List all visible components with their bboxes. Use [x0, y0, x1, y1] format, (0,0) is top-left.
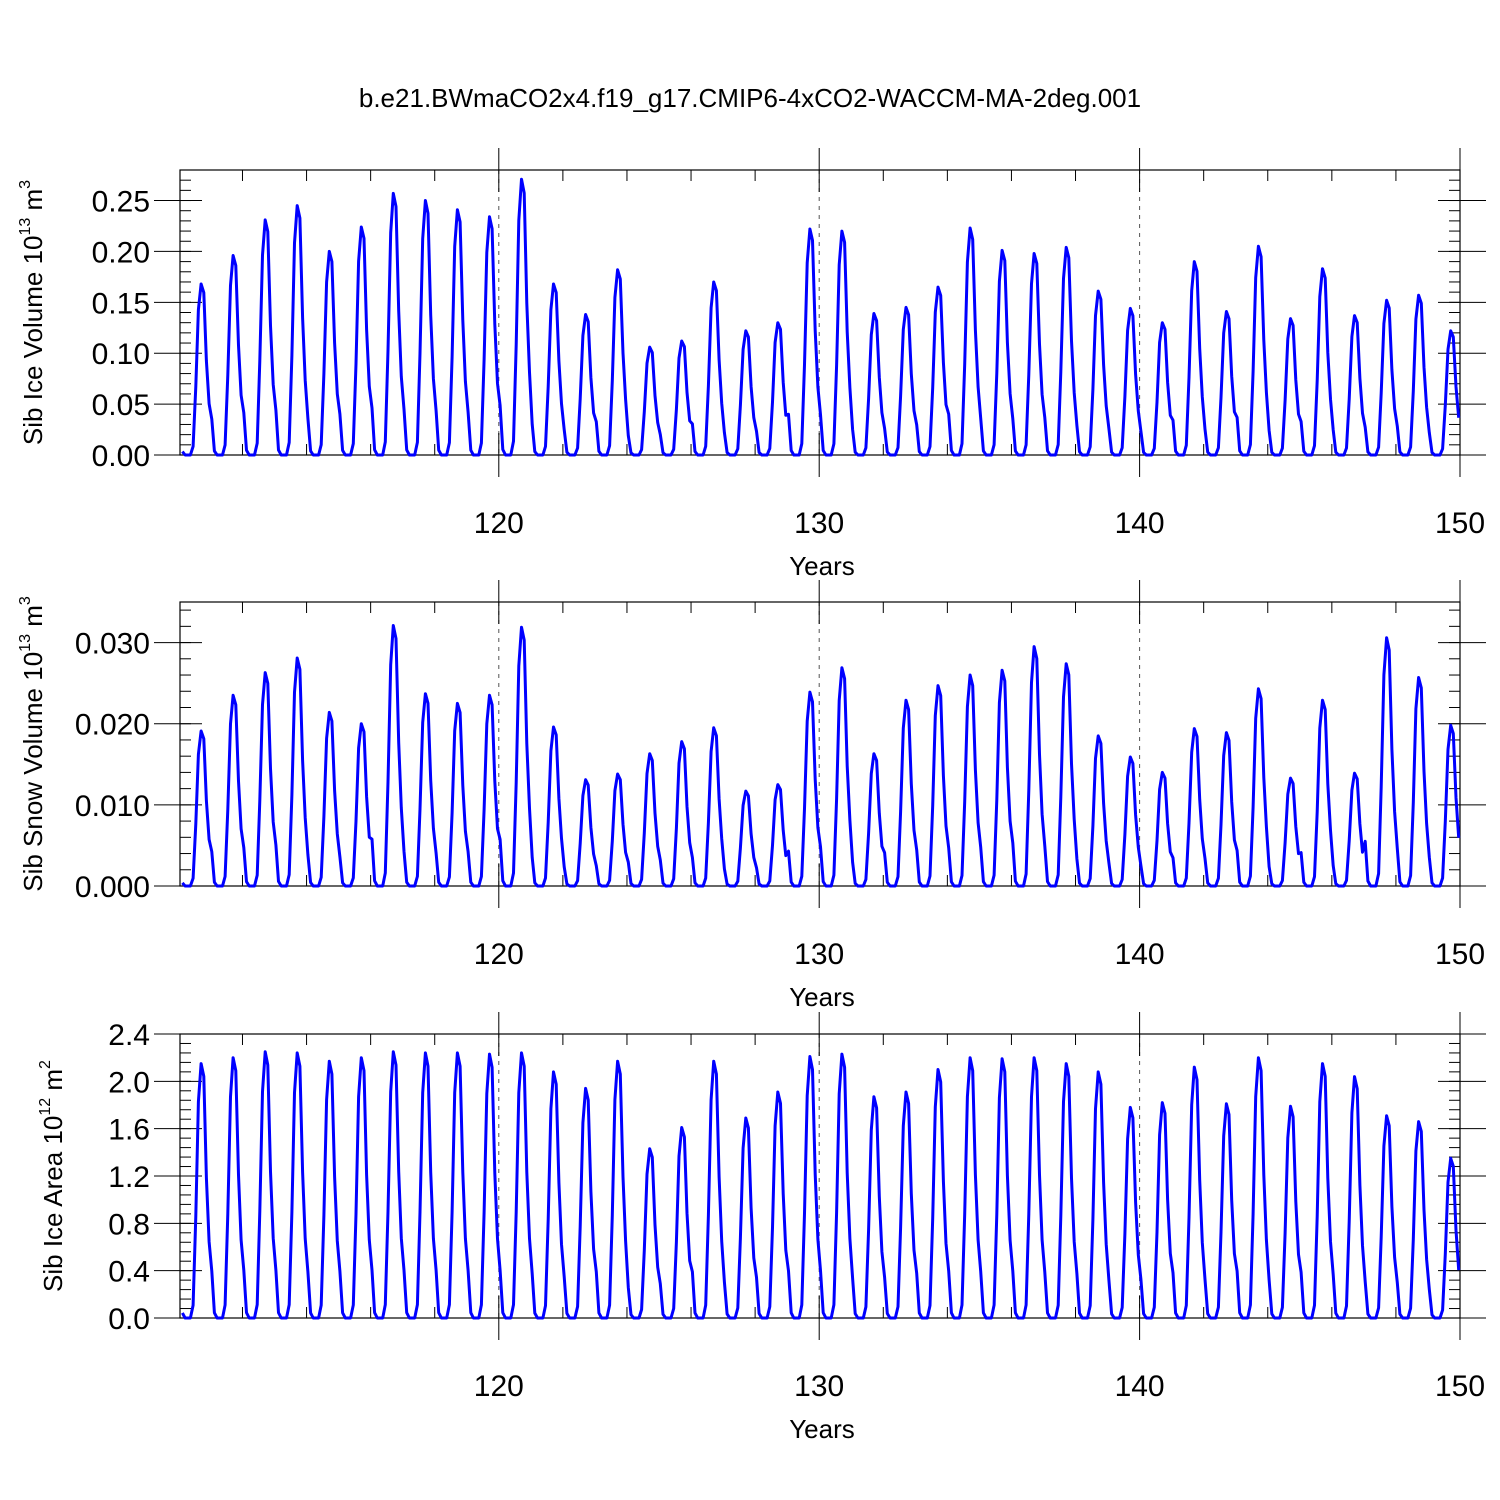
- x-tick-label: 120: [474, 938, 524, 971]
- x-tick-label: 130: [794, 1370, 844, 1403]
- x-tick-label: 140: [1115, 1370, 1165, 1403]
- y-axis-title: Sib Ice Area 1012 m2: [37, 1060, 68, 1292]
- y-tick-label: 0.0: [108, 1303, 150, 1336]
- x-axis-title: Years: [789, 1414, 855, 1444]
- series-line: [181, 177, 1461, 457]
- x-tick-label: 150: [1435, 938, 1485, 971]
- y-tick-label: 2.4: [108, 1019, 150, 1052]
- y-axis-title: Sib Snow Volume 1013 m3: [17, 596, 48, 892]
- plot-frame: [179, 601, 1461, 887]
- x-tick-label: 130: [794, 938, 844, 971]
- y-tick-label: 0.010: [75, 790, 150, 823]
- y-tick-label: 0.4: [108, 1256, 150, 1289]
- y-axis-title: Sib Ice Volume 1013 m3: [17, 180, 48, 445]
- x-tick-label: 120: [474, 507, 524, 540]
- x-axis-title: Years: [789, 551, 855, 581]
- x-tick-label: 140: [1115, 938, 1165, 971]
- x-tick-label: 130: [794, 507, 844, 540]
- chart-title: b.e21.BWmaCO2x4.f19_g17.CMIP6-4xCO2-WACC…: [359, 83, 1141, 113]
- y-tick-label: 0.05: [92, 389, 150, 422]
- series-line: [181, 1050, 1461, 1320]
- y-tick-label: 0.20: [92, 236, 150, 269]
- y-tick-label: 0.030: [75, 628, 150, 661]
- y-tick-label: 1.2: [108, 1161, 150, 1194]
- y-tick-label: 0.8: [108, 1208, 150, 1241]
- y-tick-label: 0.020: [75, 709, 150, 742]
- y-tick-label: 0.25: [92, 186, 150, 219]
- x-axis-title: Years: [789, 982, 855, 1012]
- y-tick-label: 0.10: [92, 338, 150, 371]
- x-tick-label: 150: [1435, 507, 1485, 540]
- y-tick-label: 0.00: [92, 440, 150, 473]
- x-tick-label: 120: [474, 1370, 524, 1403]
- x-tick-label: 140: [1115, 507, 1165, 540]
- y-tick-label: 0.000: [75, 871, 150, 904]
- x-tick-label: 150: [1435, 1370, 1485, 1403]
- y-tick-label: 0.15: [92, 287, 150, 320]
- series-line: [181, 624, 1461, 888]
- y-tick-label: 1.6: [108, 1114, 150, 1147]
- y-tick-label: 2.0: [108, 1066, 150, 1099]
